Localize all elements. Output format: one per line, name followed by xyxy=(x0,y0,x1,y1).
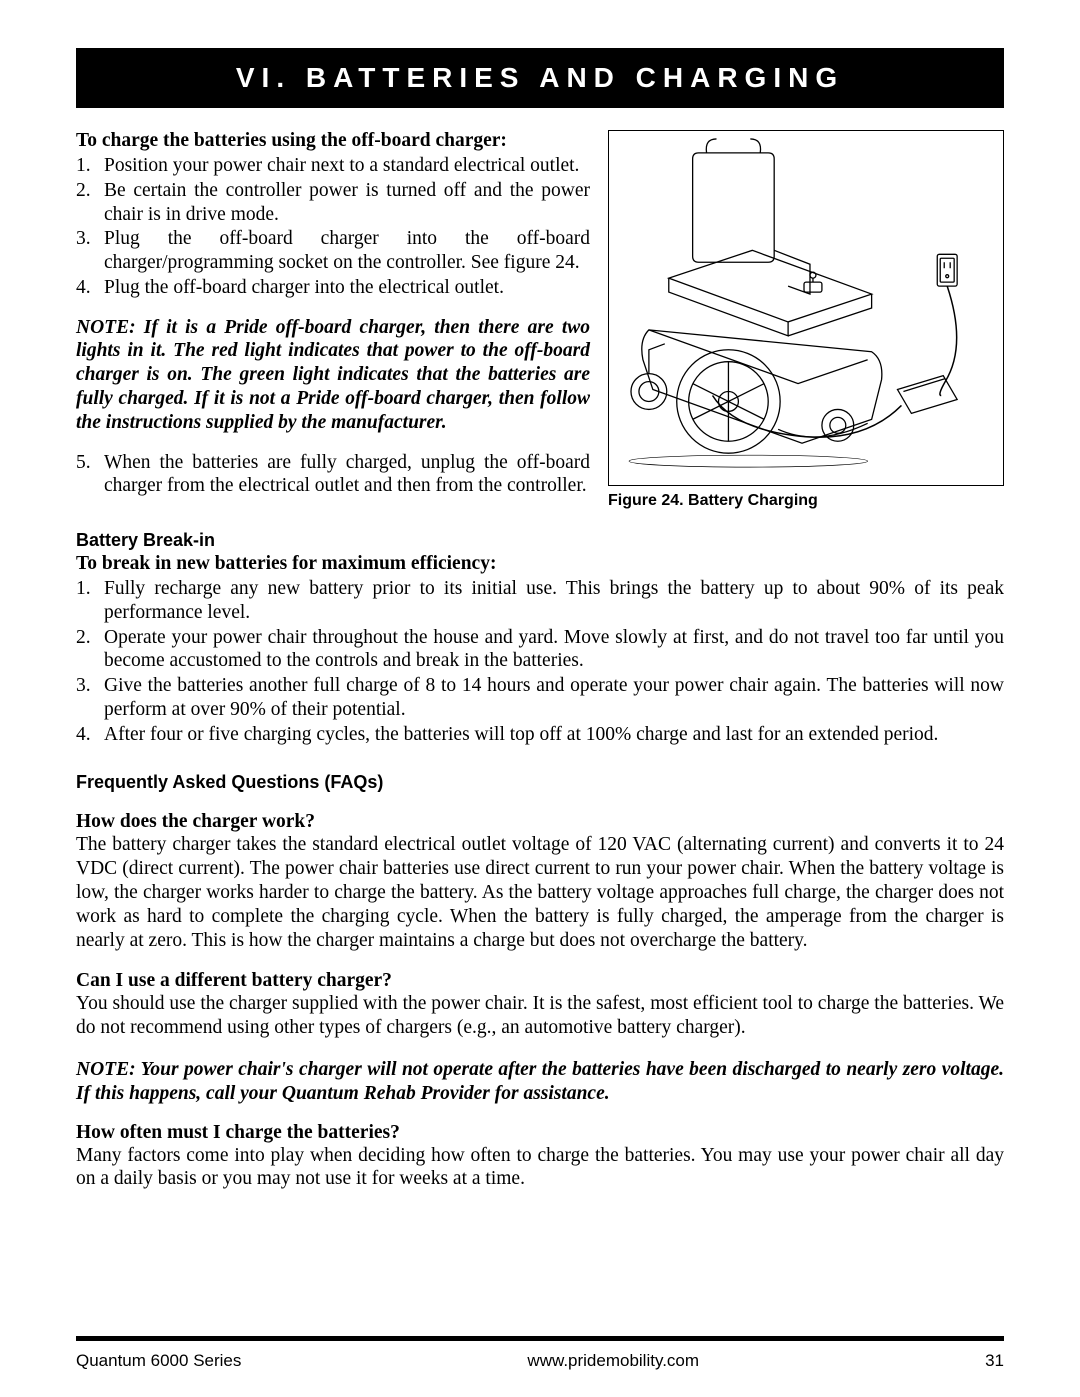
list-item: 5.When the batteries are fully charged, … xyxy=(76,451,590,499)
breakin-heading-sans: Battery Break-in xyxy=(76,530,1004,551)
charge-heading: To charge the batteries using the off-bo… xyxy=(76,130,590,152)
page-footer: Quantum 6000 Series www.pridemobility.co… xyxy=(76,1351,1004,1371)
page: VI. BATTERIES AND CHARGING To charge the… xyxy=(0,0,1080,1397)
faq-q1: How does the charger work? xyxy=(76,811,1004,833)
footer-left: Quantum 6000 Series xyxy=(76,1351,241,1371)
section-title: VI. BATTERIES AND CHARGING xyxy=(76,48,1004,108)
list-item: 4.Plug the off-board charger into the el… xyxy=(76,276,590,300)
wheelchair-charging-illustration xyxy=(609,131,1003,485)
breakin-steps: 1.Fully recharge any new battery prior t… xyxy=(76,577,1004,746)
list-item: 3.Plug the off-board charger into the of… xyxy=(76,227,590,275)
faq-a2: You should use the charger supplied with… xyxy=(76,992,1004,1040)
faq-heading: Frequently Asked Questions (FAQs) xyxy=(76,772,1004,793)
faq-a3: Many factors come into play when decidin… xyxy=(76,1144,1004,1192)
list-item: 1.Position your power chair next to a st… xyxy=(76,154,590,178)
charge-steps-1-4: 1.Position your power chair next to a st… xyxy=(76,154,590,300)
list-item: 2.Be certain the controller power is tur… xyxy=(76,179,590,227)
two-column-region: To charge the batteries using the off-bo… xyxy=(76,130,1004,510)
breakin-heading: To break in new batteries for maximum ef… xyxy=(76,553,1004,575)
footer-center: www.pridemobility.com xyxy=(527,1351,699,1371)
list-item: 3.Give the batteries another full charge… xyxy=(76,674,1004,722)
faq-q3: How often must I charge the batteries? xyxy=(76,1122,1004,1144)
charge-step-5: 5.When the batteries are fully charged, … xyxy=(76,451,590,499)
figure-column: Figure 24. Battery Charging xyxy=(608,130,1004,510)
footer-right: 31 xyxy=(985,1351,1004,1371)
faq-a1: The battery charger takes the standard e… xyxy=(76,833,1004,952)
faq-section: Frequently Asked Questions (FAQs) How do… xyxy=(76,772,1004,1191)
footer-rule xyxy=(76,1336,1004,1341)
faq-q2: Can I use a different battery charger? xyxy=(76,970,1004,992)
figure-24-caption: Figure 24. Battery Charging xyxy=(608,492,1004,510)
list-item: 1.Fully recharge any new battery prior t… xyxy=(76,577,1004,625)
list-item: 4.After four or five charging cycles, th… xyxy=(76,723,1004,747)
charge-note: NOTE: If it is a Pride off-board charger… xyxy=(76,316,590,435)
figure-24-box xyxy=(608,130,1004,486)
list-item: 2.Operate your power chair throughout th… xyxy=(76,626,1004,674)
battery-breakin-section: Battery Break-in To break in new batteri… xyxy=(76,530,1004,746)
faq-note2: NOTE: Your power chair's charger will no… xyxy=(76,1058,1004,1106)
left-column: To charge the batteries using the off-bo… xyxy=(76,130,590,510)
